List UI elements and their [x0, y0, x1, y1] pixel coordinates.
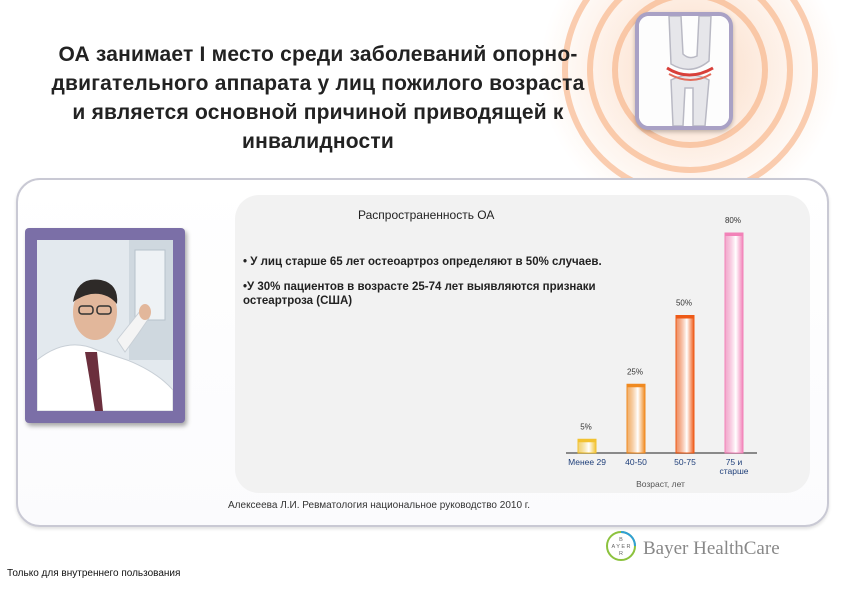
- bar-cap: [627, 384, 645, 388]
- value-label: 25%: [627, 367, 643, 376]
- bar-chart: 5% Менее 29 25% 40-50 50% 50-75 80% 75 и старше В…: [540, 195, 815, 495]
- bar-4: [724, 232, 744, 454]
- category-label: Менее 29: [568, 457, 606, 467]
- title-line: инвалидности: [242, 130, 394, 153]
- category-label: 75 и: [726, 457, 743, 467]
- bayer-healthcare-wordmark: Bayer HealthCare: [643, 538, 780, 559]
- knee-joint-icon: [635, 12, 733, 130]
- bar-cap: [676, 315, 694, 319]
- svg-text:B: B: [619, 537, 623, 543]
- doctor-photo: [25, 228, 185, 423]
- bar-3: [675, 315, 695, 454]
- category-label: старше: [719, 466, 748, 476]
- source-citation: Алексеева Л.И. Ревматология национальное…: [228, 500, 530, 511]
- bar-2: [626, 383, 646, 454]
- title-line: ОА занимает I место среди заболеваний оп…: [58, 43, 578, 66]
- bayer-cross-icon: B A Y E R R: [606, 531, 636, 561]
- internal-use-note: Только для внутреннего пользования: [7, 568, 181, 579]
- chart-background: [235, 195, 810, 493]
- svg-text:A Y E R: A Y E R: [611, 544, 630, 550]
- chart-title: Распространенность ОА: [358, 208, 495, 222]
- bayer-logo: B A Y E R R: [605, 530, 637, 567]
- page-title: ОА занимает I место среди заболеваний оп…: [8, 40, 628, 156]
- svg-text:R: R: [619, 551, 623, 557]
- title-line: и является основной причиной приводящей …: [72, 101, 564, 124]
- bullet-item: • У лиц старше 65 лет остеоартроз опреде…: [243, 256, 602, 268]
- value-label: 5%: [580, 422, 592, 431]
- value-label: 80%: [725, 216, 741, 225]
- bar-cap: [725, 233, 743, 236]
- category-label: 40-50: [625, 457, 647, 467]
- value-label: 50%: [676, 299, 692, 308]
- bullet-item: •У 30% пациентов в возрасте 25-74 лет вы…: [243, 281, 596, 307]
- bar-cap: [578, 439, 596, 443]
- category-label: 50-75: [674, 457, 696, 467]
- title-line: двигательного аппарата у лиц пожилого во…: [51, 72, 585, 95]
- x-axis-label: Возраст, лет: [636, 479, 685, 489]
- bullet-list: • У лиц старше 65 лет остеоартроз опреде…: [243, 255, 628, 319]
